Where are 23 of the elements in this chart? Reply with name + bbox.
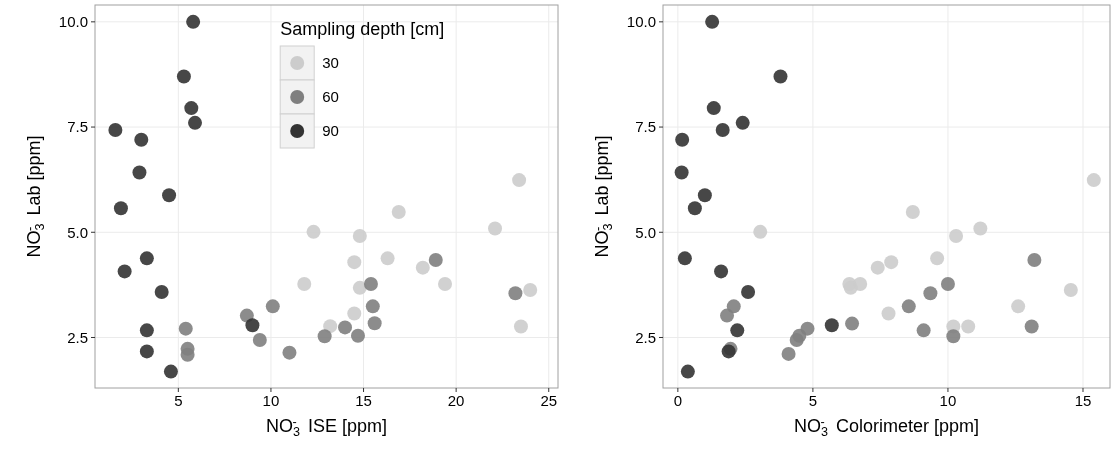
x-axis-title: NO$_{3}$$^{-}$ ISE [ppm] — [266, 415, 387, 439]
y-tick-label: 7.5 — [67, 118, 88, 136]
y-tick-label: 5.0 — [635, 223, 656, 241]
y-tick-label: 10.0 — [626, 13, 656, 31]
x-tick-label: 0 — [673, 392, 683, 409]
y-tick-label: 10.0 — [58, 13, 88, 31]
x-tick-label: 5 — [174, 392, 183, 409]
x-tick-label: 5 — [808, 392, 818, 409]
y-tick-label: 2.5 — [67, 328, 88, 346]
x-tick-label: 20 — [447, 392, 465, 409]
x-tick-label: 25 — [540, 392, 558, 409]
x-axis-title: NO$_{3}$$^{-}$ Colorimeter [ppm] — [794, 415, 979, 439]
legend-label: 90 — [322, 122, 339, 140]
y-tick-label: 2.5 — [635, 328, 656, 346]
legend-label: 30 — [322, 54, 339, 72]
legend-title: Sampling depth [cm] — [280, 19, 445, 39]
x-tick-label: 10 — [939, 392, 957, 409]
y-tick-label: 5.0 — [67, 223, 88, 241]
y-tick-label: 7.5 — [635, 118, 656, 136]
x-tick-label: 15 — [355, 392, 372, 409]
x-tick-label: 15 — [1074, 392, 1092, 409]
x-tick-label: 10 — [262, 392, 280, 409]
legend-label: 60 — [322, 88, 339, 106]
